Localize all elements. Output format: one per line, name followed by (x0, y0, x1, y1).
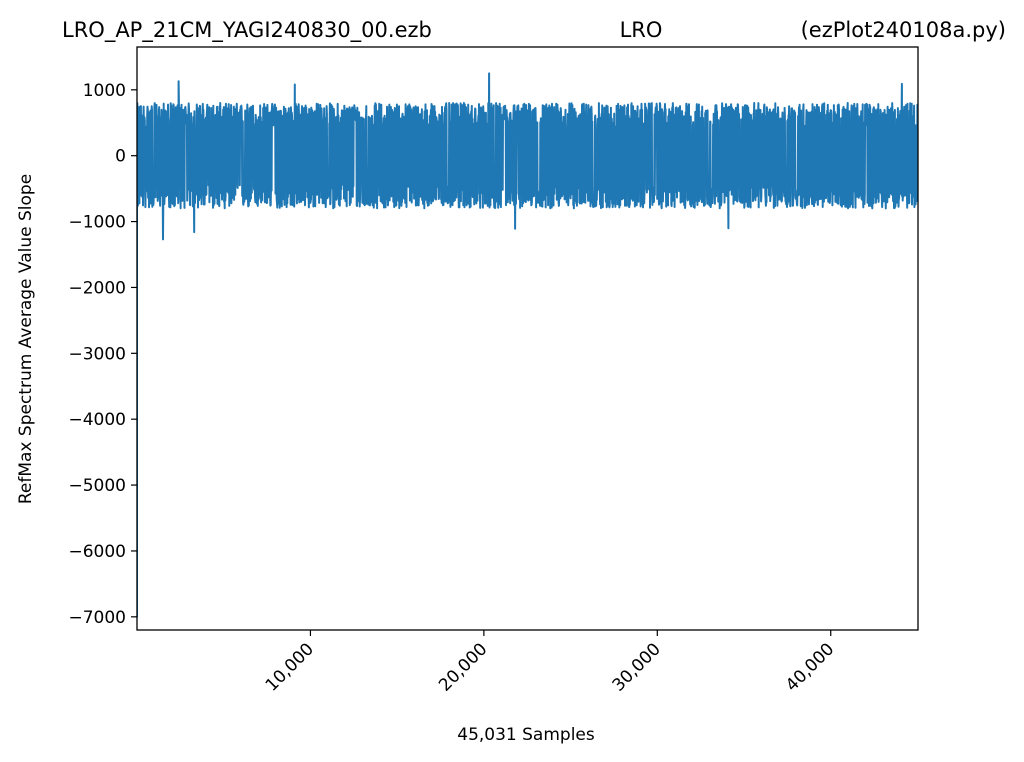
y-tick-label: −5000 (68, 476, 126, 496)
chart-title-center: LRO (620, 18, 663, 42)
series-line (137, 72, 918, 618)
series-line-group (137, 72, 918, 618)
y-axis-ticks: 1000 0 −1000 −2000 −3000 −4000 −5000 −6000 −7000 (68, 81, 137, 628)
chart-title-left: LRO_AP_21CM_YAGI240830_00.ezb (62, 18, 432, 43)
y-tick-label: −1000 (68, 213, 126, 233)
y-axis-label: RefMax Spectrum Average Value Slope (16, 174, 36, 504)
y-tick-label: −4000 (68, 410, 126, 430)
y-tick-label: 0 (115, 147, 126, 167)
plot-frame (136, 46, 919, 631)
y-tick-label: −7000 (68, 608, 126, 628)
y-tick-label: 1000 (83, 81, 126, 101)
y-tick-label: −3000 (68, 344, 126, 364)
y-tick-label: −2000 (68, 278, 126, 298)
y-tick-label: −6000 (68, 542, 126, 562)
x-axis-label: 45,031 Samples (457, 725, 595, 745)
chart-title-right: (ezPlot240108a.py) (801, 18, 1006, 42)
